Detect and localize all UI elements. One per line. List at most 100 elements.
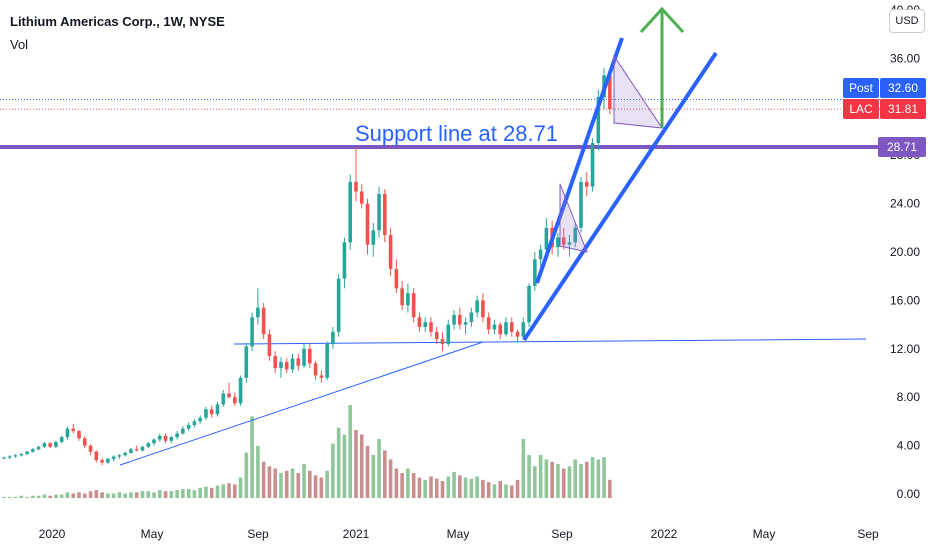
candle-body [556,237,560,248]
price-tick-label: 20.00 [890,245,920,259]
time-tick-label: May [753,527,776,541]
price-tick-label: 16.00 [890,293,920,307]
currency-selector[interactable]: USD [889,9,925,33]
volume-bar [256,445,260,498]
time-tick-label: May [141,527,164,541]
symbol-title[interactable]: Lithium Americas Corp., 1W, NYSE [10,14,225,29]
volume-bar [267,466,272,498]
candle-body [469,312,474,323]
candle-body [596,97,601,144]
volume-bar [388,459,393,498]
volume-bar [371,454,376,498]
volume-bar [521,439,526,498]
pennant-pattern-2 [613,54,664,129]
price-tick-label: 24.00 [890,197,920,211]
volume-bar [556,464,560,498]
candle-body [163,435,168,441]
svg-text:LAC: LAC [849,102,873,116]
volume-bar [169,491,174,498]
candle-body [342,242,347,279]
candle-body [463,322,468,325]
candle-body [388,235,393,269]
volume-bar [261,461,266,498]
volume-bar [400,473,404,498]
candle-body [181,428,185,434]
volume-bar [279,473,283,498]
volume-bar [7,496,12,498]
candle-body [273,356,277,369]
volume-bar [175,490,179,498]
volume-bar [88,491,93,498]
candle-body [371,230,376,245]
volume-bar [140,491,145,498]
svg-text:Post: Post [849,81,874,95]
candle-body [111,456,116,459]
volume-bar [336,427,341,498]
volume-bar [440,481,445,498]
candle-body [71,428,76,432]
volume-bar [434,478,439,498]
volume-bar [94,490,99,498]
volume-bar [134,492,139,498]
price-tick-label: 36.00 [890,51,920,65]
channel-upper-line [535,37,624,284]
candle-body [238,377,243,404]
volume-bar [411,473,416,498]
candle-body [233,397,237,404]
candle-body [458,314,462,325]
candle-body [492,324,497,330]
volume-bar [284,470,289,498]
horizontal-resistance-line [233,338,867,345]
volume-bar [204,486,208,498]
price-tick-label: 8.00 [897,390,921,404]
volume-bar [354,430,358,498]
price-axis[interactable]: 0.004.008.0012.0016.0020.0024.0028.0032.… [890,3,920,501]
candle-body [533,259,537,286]
volume-bar [123,493,127,498]
volume-bar [198,487,202,498]
volume-bar [42,494,47,498]
candle-body [475,300,479,313]
candle-body [348,181,352,243]
volume-bar [48,495,52,498]
volume-bar [111,493,116,498]
volume-bar [469,478,474,498]
time-tick-label: Sep [247,527,269,541]
volume-bar [463,477,468,498]
candle-body [509,322,514,332]
candle-body [590,143,595,187]
volume-indicator-label[interactable]: Vol [10,37,29,52]
volume-bar [100,492,104,498]
candle-body [82,438,87,446]
svg-text:31.81: 31.81 [888,102,918,116]
volume-bar [227,483,231,498]
volume-bar [486,482,491,498]
volume-bar [579,464,583,498]
volume-bar [152,492,156,498]
price-tick-label: 4.00 [897,439,921,453]
volume-bar [533,466,537,498]
candle-body [54,441,58,447]
volume-bar [36,495,41,498]
candle-body [146,443,151,447]
volume-bar [146,491,151,498]
candle-body [481,300,485,318]
post-label-badge: Post [843,78,879,98]
candle-body [2,457,6,459]
lac-price-badge: 31.81 [880,99,926,119]
candle-body [65,428,70,438]
time-axis[interactable]: 2020 May Sep 2021 May Sep 2022 May Sep [0,517,932,550]
pattern-drawings [522,6,718,342]
candle-body [284,362,289,370]
candle-body [19,454,24,456]
volume-bar [446,476,451,498]
candle-body [175,433,179,438]
candle-body [406,293,410,306]
time-tick-label: 2022 [651,527,678,541]
candle-body [561,237,566,245]
volume-bar [406,468,410,498]
volume-bar [544,459,549,498]
candle-body [279,362,283,369]
candle-body [584,181,589,187]
